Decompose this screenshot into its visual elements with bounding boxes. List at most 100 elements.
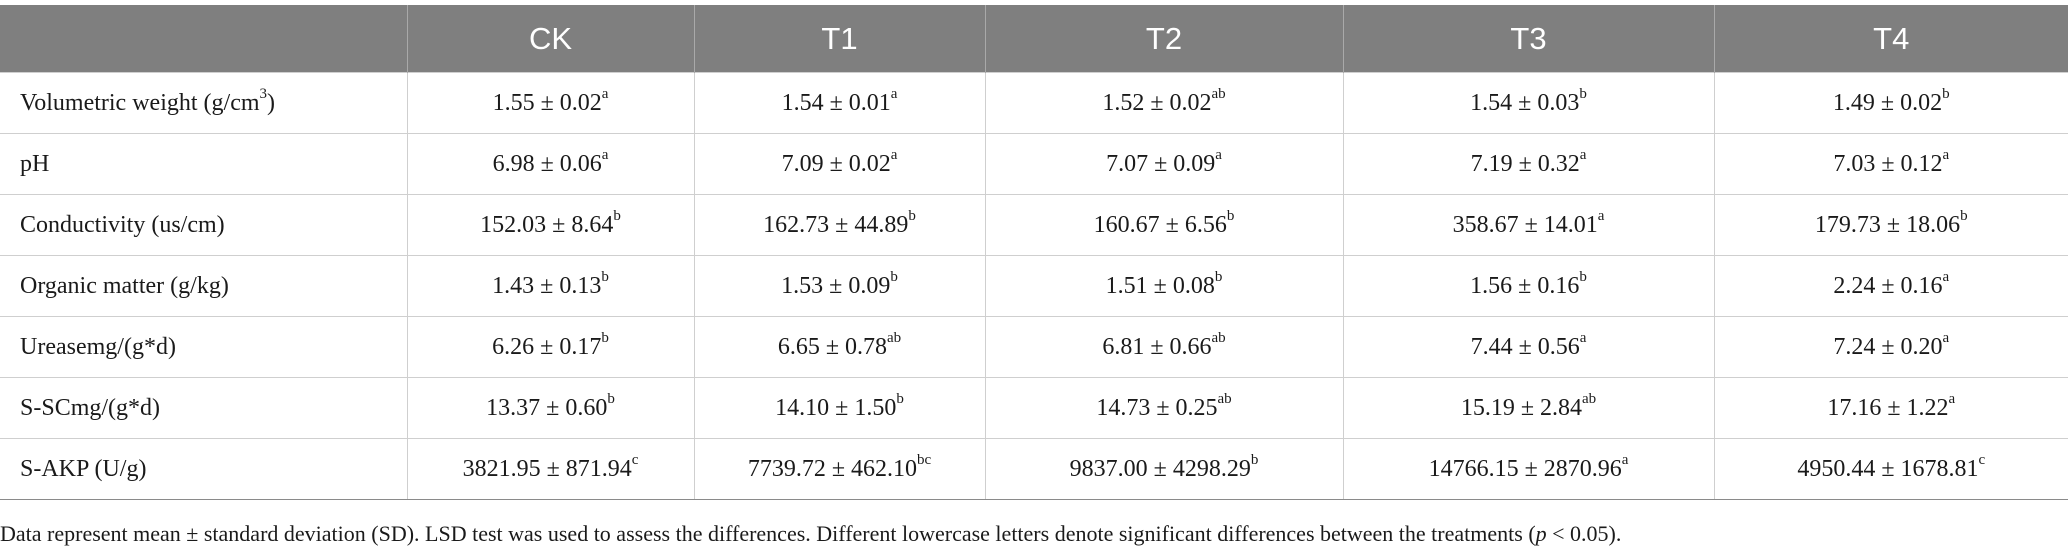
significance-letter: b (613, 207, 621, 224)
cell-value: 7.19 ± 0.32 (1470, 150, 1580, 177)
cell-value: 7.44 ± 0.56 (1470, 333, 1580, 360)
table-footnote: Data represent mean ± standard deviation… (0, 521, 1621, 547)
row-label: Ureasemg/(g*d) (0, 316, 408, 378)
footnote-suffix: < 0.05). (1546, 521, 1622, 546)
table-cell: 4950.44 ± 1678.81c (1714, 438, 2068, 500)
table-cell: 6.65 ± 0.78ab (694, 316, 986, 378)
table-cell: 1.43 ± 0.13b (407, 255, 695, 317)
footnote-p-symbol: p (1535, 521, 1547, 546)
table-cell: 1.49 ± 0.02b (1714, 72, 2068, 134)
cell-value: 14766.15 ± 2870.96 (1428, 455, 1622, 482)
cell-value: 14.10 ± 1.50 (775, 394, 897, 421)
cell-value: 1.49 ± 0.02 (1832, 89, 1943, 116)
row-label: Volumetric weight (g/cm3) (0, 72, 408, 134)
significance-letter: ab (887, 329, 902, 346)
significance-letter: b (607, 390, 615, 407)
cell-value: 1.54 ± 0.01 (781, 89, 891, 116)
cell-value: 1.52 ± 0.02 (1102, 89, 1212, 116)
table-cell: 2.24 ± 0.16a (1714, 255, 2068, 317)
table-row: S-SCmg/(g*d) 13.37 ± 0.60b 14.10 ± 1.50b 14… (0, 377, 2068, 439)
cell-value: 14.73 ± 0.25 (1096, 394, 1218, 421)
cell-value: 1.55 ± 0.02 (492, 89, 602, 116)
table-cell: 160.67 ± 6.56b (985, 194, 1344, 256)
significance-letter: a (1621, 451, 1629, 468)
cell-value: 160.67 ± 6.56 (1093, 211, 1227, 238)
significance-letter: ab (1217, 390, 1232, 407)
row-label-text: Ureasemg/(g*d) (20, 333, 176, 360)
cell-value: 6.65 ± 0.78 (777, 333, 887, 360)
row-label-text: pH (20, 150, 50, 177)
cell-value: 15.19 ± 2.84 (1460, 394, 1582, 421)
row-label: pH (0, 133, 408, 195)
significance-letter: b (1226, 207, 1235, 224)
data-table-container: CK T1 T2 T3 T4 Volumetric weight (g/cm3)… (0, 5, 2068, 500)
table-cell: 152.03 ± 8.64b (407, 194, 695, 256)
cell-value: 162.73 ± 44.89 (763, 211, 909, 238)
table-row: Ureasemg/(g*d) 6.26 ± 0.17b 6.65 ± 0.78ab 6… (0, 316, 2068, 378)
significance-letter: a (1942, 268, 1950, 285)
header-cell-ck: CK (407, 5, 695, 73)
cell-value: 7.09 ± 0.02 (781, 150, 891, 177)
cell-value: 358.67 ± 14.01 (1452, 211, 1598, 238)
significance-letter: ab (1211, 85, 1226, 102)
significance-letter: a (601, 85, 609, 102)
table-header: CK T1 T2 T3 T4 (0, 5, 2068, 73)
row-label-text: S-SCmg/(g*d) (20, 394, 161, 421)
row-label: Organic matter (g/kg) (0, 255, 408, 317)
table-cell: 15.19 ± 2.84ab (1343, 377, 1715, 439)
table-cell: 3821.95 ± 871.94c (407, 438, 695, 500)
significance-letter: b (1579, 268, 1587, 285)
cell-value: 1.53 ± 0.09 (781, 272, 891, 299)
significance-letter: b (908, 207, 916, 224)
significance-letter: b (601, 329, 609, 346)
cell-value: 1.51 ± 0.08 (1105, 272, 1215, 299)
soil-properties-table: CK T1 T2 T3 T4 Volumetric weight (g/cm3)… (0, 5, 2068, 500)
significance-letter: a (1215, 146, 1222, 163)
significance-letter: a (1942, 329, 1950, 346)
significance-letter: b (601, 268, 609, 285)
table-cell: 1.56 ± 0.16b (1343, 255, 1715, 317)
table-cell: 7.09 ± 0.02a (694, 133, 986, 195)
significance-letter: a (1948, 390, 1956, 407)
table-cell: 1.55 ± 0.02a (407, 72, 695, 134)
significance-letter: b (890, 268, 898, 285)
cell-value: 13.37 ± 0.60 (486, 394, 608, 421)
significance-letter: ab (1211, 329, 1226, 346)
cell-value: 152.03 ± 8.64 (480, 211, 614, 238)
table-cell: 7.07 ± 0.09a (985, 133, 1344, 195)
table-row: S-AKP (U/g) 3821.95 ± 871.94c 7739.72 ± 46… (0, 438, 2068, 500)
significance-letter: b (1942, 85, 1950, 102)
table-cell: 1.54 ± 0.01a (694, 72, 986, 134)
header-cell-t3: T3 (1343, 5, 1715, 73)
cell-value: 6.98 ± 0.06 (492, 150, 602, 177)
cell-value: 7.07 ± 0.09 (1106, 150, 1216, 177)
row-label: Conductivity (us/cm) (0, 194, 408, 256)
table-cell: 7739.72 ± 462.10bc (694, 438, 986, 500)
significance-letter: a (1579, 329, 1587, 346)
cell-value: 6.81 ± 0.66 (1102, 333, 1212, 360)
significance-letter: c (1978, 451, 1986, 468)
table-cell: 7.44 ± 0.56a (1343, 316, 1715, 378)
row-label-superscript: 3 (259, 85, 268, 102)
significance-letter: bc (917, 451, 932, 468)
row-label-suffix: ) (267, 89, 276, 116)
footnote-text: Data represent mean ± standard deviation… (0, 521, 1536, 546)
significance-letter: b (1214, 268, 1223, 285)
table-row: pH 6.98 ± 0.06a 7.09 ± 0.02a 7.07 ± 0.09a 7.… (0, 133, 2068, 195)
row-label-text: Organic matter (g/kg) (20, 272, 229, 299)
table-cell: 162.73 ± 44.89b (694, 194, 986, 256)
significance-letter: b (1250, 451, 1259, 468)
table-cell: 1.53 ± 0.09b (694, 255, 986, 317)
cell-value: 7.03 ± 0.12 (1833, 150, 1943, 177)
table-row: Volumetric weight (g/cm3) 1.55 ± 0.02a 1.5… (0, 72, 2068, 134)
cell-value: 17.16 ± 1.22 (1827, 394, 1949, 421)
cell-value: 9837.00 ± 4298.29 (1069, 455, 1251, 482)
row-label: S-SCmg/(g*d) (0, 377, 408, 439)
header-cell-t2: T2 (985, 5, 1344, 73)
cell-value: 1.43 ± 0.13 (492, 272, 602, 299)
table-body: Volumetric weight (g/cm3) 1.55 ± 0.02a 1.5… (0, 72, 2068, 500)
cell-value: 4950.44 ± 1678.81 (1797, 455, 1979, 482)
header-row: CK T1 T2 T3 T4 (0, 5, 2068, 73)
table-cell: 9837.00 ± 4298.29b (985, 438, 1344, 500)
cell-value: 179.73 ± 18.06 (1814, 211, 1961, 238)
